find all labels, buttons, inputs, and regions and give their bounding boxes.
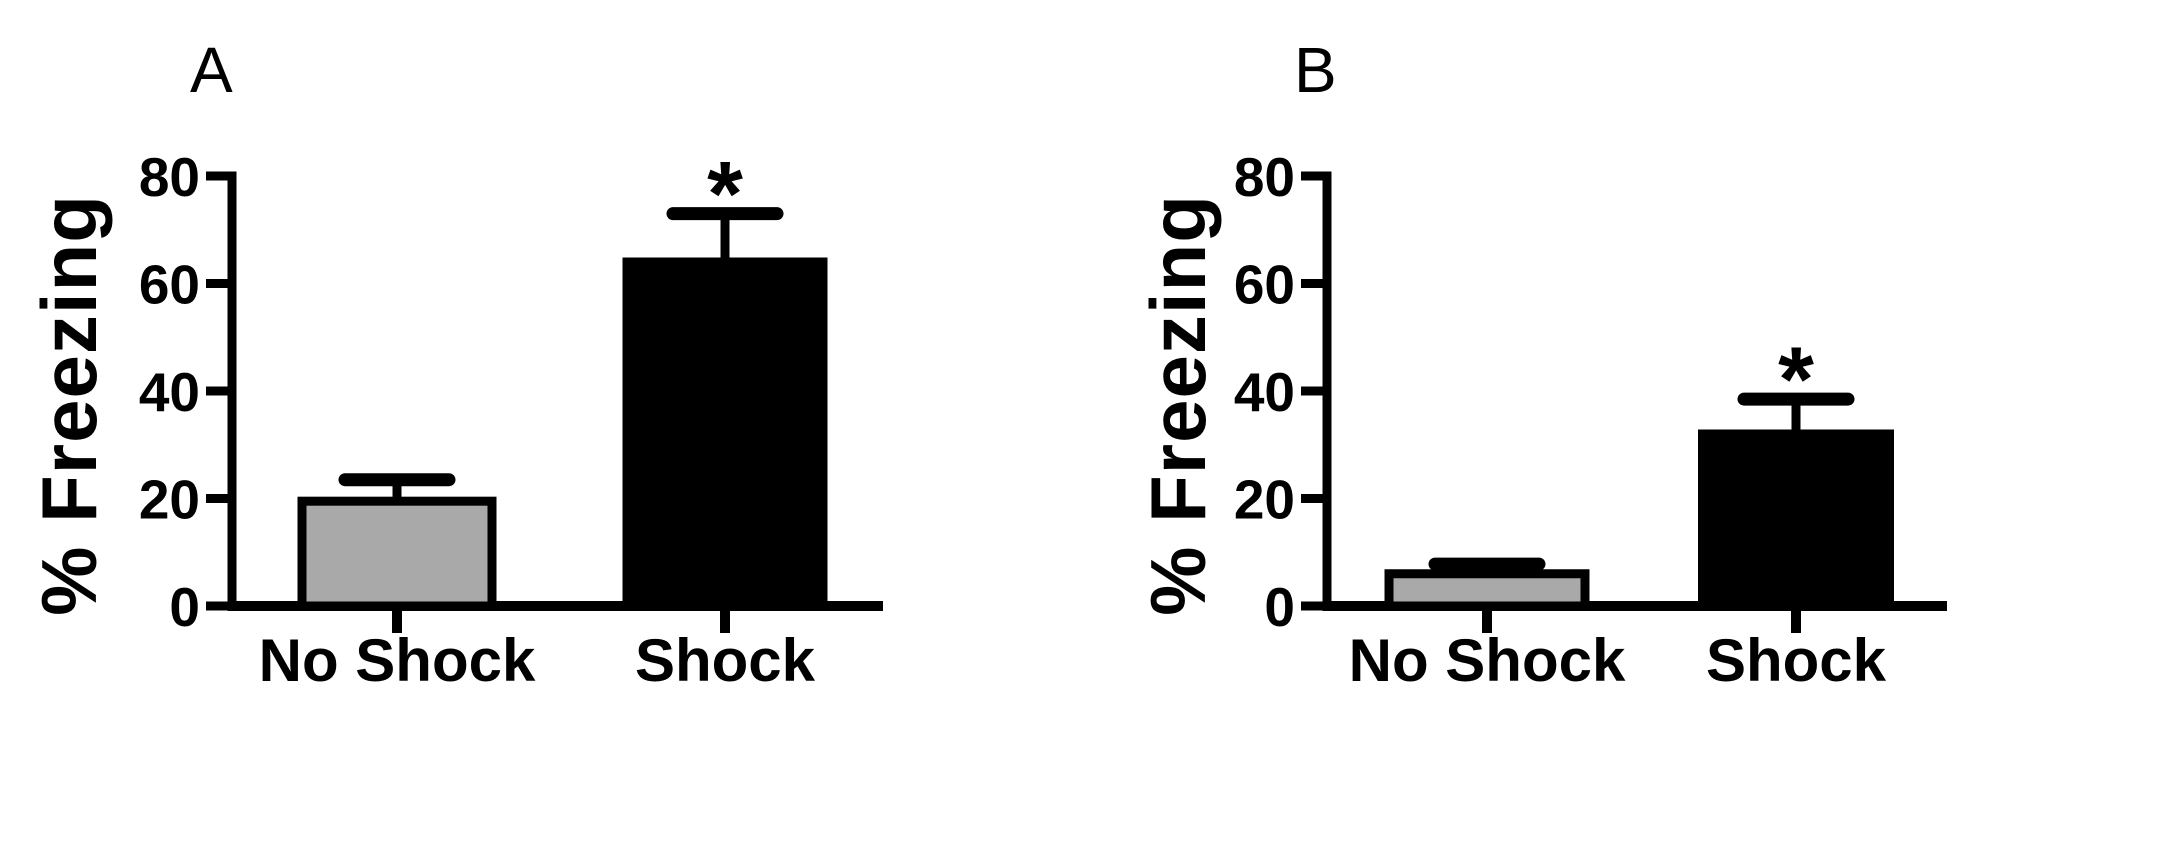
panel-a-chart: % Freezing 0 20 40 60 80 No Shock Shock * xyxy=(25,144,883,694)
category-label-no-shock: No Shock xyxy=(259,627,536,694)
panel-label-a: A xyxy=(190,34,233,106)
y-tick-label-20: 20 xyxy=(1234,468,1295,530)
y-tick-label-80: 80 xyxy=(139,146,200,208)
y-axis-title: % Freezing xyxy=(1134,194,1222,616)
panel-label-b: B xyxy=(1294,34,1337,106)
significance-asterisk: * xyxy=(707,144,743,246)
y-tick-label-0: 0 xyxy=(169,576,200,638)
bar-no-shock xyxy=(297,496,497,611)
category-label-no-shock: No Shock xyxy=(1349,627,1626,694)
y-tick-label-40: 40 xyxy=(139,361,200,423)
y-axis-title: % Freezing xyxy=(25,194,113,616)
bar-shock xyxy=(1698,429,1894,611)
y-tick-label-40: 40 xyxy=(1234,361,1295,423)
category-label-shock: Shock xyxy=(635,627,816,694)
bar-shock xyxy=(622,257,828,611)
y-tick-label-60: 60 xyxy=(1234,253,1295,315)
bar-no-shock xyxy=(1384,569,1590,611)
y-tick-label-60: 60 xyxy=(139,253,200,315)
y-tick-label-80: 80 xyxy=(1234,146,1295,208)
category-label-shock: Shock xyxy=(1706,627,1887,694)
y-tick-label-20: 20 xyxy=(139,468,200,530)
y-tick-label-0: 0 xyxy=(1264,576,1295,638)
significance-asterisk: * xyxy=(1778,329,1814,431)
panel-b-chart: % Freezing 0 20 40 60 80 No Shock Shock * xyxy=(1134,146,1947,694)
